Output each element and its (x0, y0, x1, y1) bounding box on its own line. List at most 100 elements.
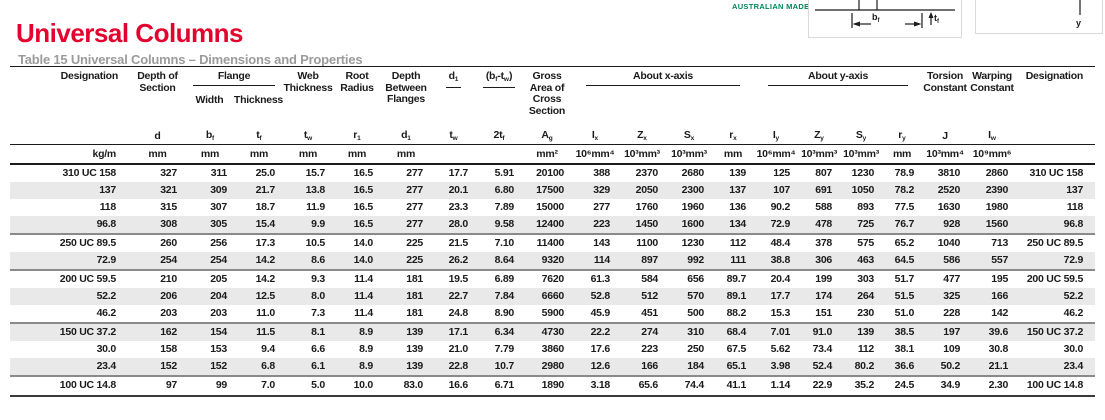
unit-cell: mm (381, 144, 432, 165)
table-cell: 65.6 (638, 378, 659, 391)
unit-cell: 10⁹mm⁶ (968, 144, 1017, 165)
table-cell: 65.2 (894, 236, 915, 249)
table-cell: 89.1 (726, 289, 747, 302)
table-cell: 6.8 (235, 357, 284, 377)
symbol-cell: Zx (618, 126, 667, 145)
table-cell: 22.9 (812, 378, 833, 391)
table-cell: 5.0 (311, 378, 326, 391)
table-cell: 264 (857, 289, 875, 302)
table-cell: 500 (666, 304, 713, 324)
table-cell: 3810 (937, 166, 961, 179)
table-cell: 17.3 (255, 236, 276, 249)
table-cell: 311 (210, 166, 227, 179)
table-cell: 210 (160, 272, 177, 285)
table-row: 100 UC 14.8 97 99 7.0 5.0 10.0 83.0 16.6 6.71 189… (10, 376, 1095, 394)
table-cell: 315 (160, 200, 177, 213)
table-cell: 7.3 (283, 304, 334, 324)
symbol-cell: ry (882, 126, 923, 145)
unit-cell: mm (283, 144, 334, 165)
table-cell: 20.4 (770, 272, 791, 285)
table-cell: 64.5 (882, 251, 923, 271)
table-cell: 6.89 (494, 272, 515, 285)
table-cell: 9.3 (311, 272, 326, 285)
table-cell: 11.5 (256, 325, 276, 338)
table-cell: 223 (641, 342, 659, 355)
table-cell: 200 UC 59.5 (59, 272, 116, 285)
table-cell: 25.0 (255, 166, 276, 179)
table-cell: 306 (798, 251, 841, 271)
table-cell: 17.7 (448, 166, 469, 179)
table-cell: 89.7 (726, 272, 747, 285)
symbol-cell: d (130, 126, 185, 145)
table-row: 200 UC 59.5 210 205 14.2 9.3 11.4 181 19.5 6.89 7… (10, 270, 1095, 288)
table-cell: 477 (943, 272, 961, 285)
dimensions-table-wrapper: Designation Depth of Section Flange Widt… (10, 66, 1096, 397)
table-cell: 10.5 (305, 236, 326, 249)
table-cell: 6.1 (283, 357, 334, 377)
table-cell: 1630 (937, 200, 961, 213)
table-cell: 134 (712, 215, 755, 235)
unit-cell (476, 144, 523, 165)
table-cell: 451 (618, 304, 667, 324)
table-cell: 8.0 (311, 289, 326, 302)
table-cell: 139 (381, 357, 432, 377)
table-cell: 5.91 (494, 166, 515, 179)
table-cell: 76.7 (882, 215, 923, 235)
table-cell: 20.1 (448, 183, 469, 196)
table-cell: 22.2 (590, 325, 611, 338)
symbol-cell: Sx (666, 126, 713, 145)
table-cell: 310 UC 158 (62, 166, 116, 179)
table-cell: 203 (130, 304, 185, 324)
table-cell: 254 (130, 251, 185, 271)
table-cell: 150 UC 37.2 (59, 325, 116, 338)
table-cell: 1.14 (770, 378, 791, 391)
table-cell: 20100 (536, 166, 565, 179)
table-cell: 1230 (681, 236, 705, 249)
table-cell: 52.4 (798, 357, 841, 377)
table-cell: 992 (666, 251, 713, 271)
table-row: 137 321 309 21.7 13.8 16.5 277 20.1 6.80 17500 329… (10, 181, 1096, 199)
table-cell: 74.4 (684, 378, 705, 391)
table-cell: 139 (406, 325, 424, 338)
table-cell: 199 (815, 272, 833, 285)
table-cell: 17.1 (448, 325, 469, 338)
table-cell: 256 (210, 236, 227, 249)
table-cell: 38.8 (754, 251, 799, 271)
unit-cell: 10³mm³ (798, 144, 841, 165)
table-cell: 118 (99, 200, 116, 213)
table-cell: 19.5 (448, 272, 469, 285)
table-cell: 225 (406, 236, 424, 249)
table-cell: 13.8 (305, 183, 326, 196)
table-cell: 16.5 (353, 183, 374, 196)
table-cell: 30.0 (96, 342, 117, 355)
table-cell: 137 (729, 183, 747, 196)
table-cell: 73.4 (812, 342, 833, 355)
unit-cell: mm² (522, 144, 573, 165)
table-body: 310 UC 158 327 311 25.0 15.7 16.5 277 17.7 5.91 2… (10, 164, 1096, 394)
table-cell: 897 (618, 251, 667, 271)
table-cell: 225 (381, 251, 432, 271)
table-cell: 1890 (541, 378, 565, 391)
table-cell: 50.2 (922, 357, 969, 377)
table-cell: 7620 (541, 272, 565, 285)
symbol-cell: bf (185, 126, 235, 145)
table-cell: 15000 (536, 200, 565, 213)
table-cell: 303 (857, 272, 875, 285)
table-cell: 112 (729, 236, 747, 249)
col-warping-constant: Warping Constant (970, 70, 1014, 94)
table-cell: 9.9 (283, 215, 334, 235)
australian-made-label: AUSTRALIAN MADE (732, 2, 810, 11)
table-cell: 586 (922, 251, 969, 271)
table-cell: 588 (815, 200, 833, 213)
units-row: kg/m mm mm mm mm mm mm mm² 10⁶mm⁴ 10³mm³ 10³mm³ mm 1… (10, 144, 1096, 165)
table-cell: 96.8 (10, 215, 130, 235)
table-cell: 152 (185, 357, 235, 377)
table-cell: 90.2 (770, 200, 791, 213)
table-cell: 114 (572, 251, 619, 271)
table-cell: 309 (210, 183, 227, 196)
table-cell: 8.9 (333, 357, 382, 377)
table-cell: 28.0 (431, 215, 477, 235)
table-cell: 1050 (851, 183, 875, 196)
table-cell: 6.6 (311, 342, 326, 355)
flange-width-label: bf (872, 12, 880, 24)
